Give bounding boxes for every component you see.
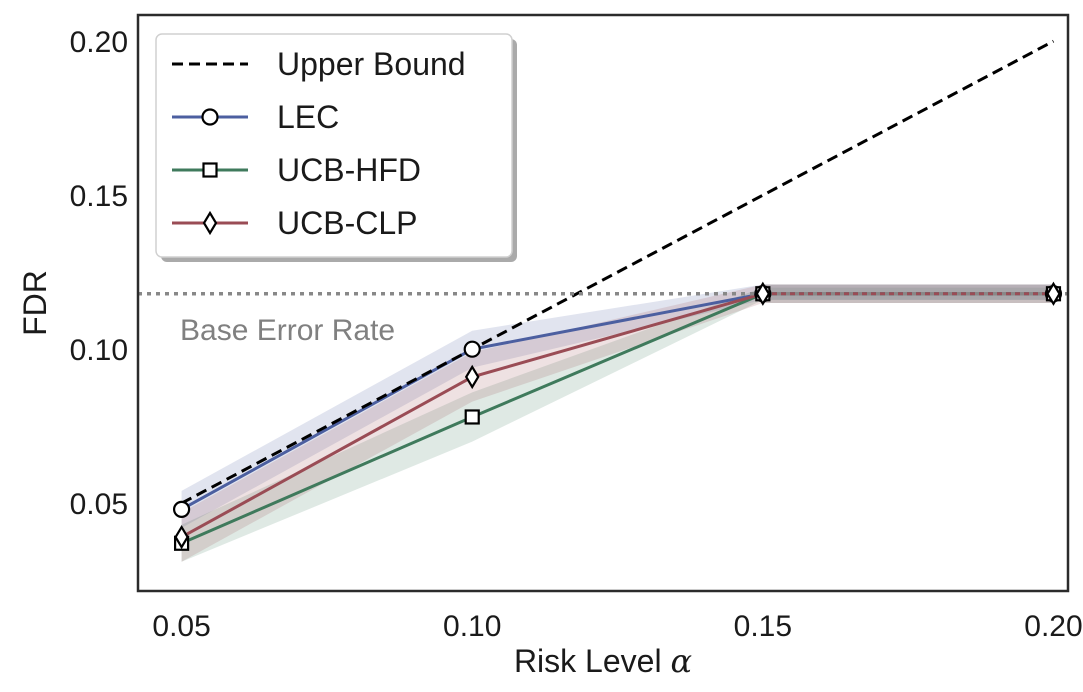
band-ucb-clp — [181, 284, 1054, 562]
marker-ucb-clp-1 — [464, 364, 480, 390]
legend: Upper Bound LEC UCB-HFD UCB-CLP — [155, 33, 517, 262]
marker-ucb-hfd-1 — [464, 409, 480, 425]
marker-lec-0 — [172, 500, 191, 518]
x-tick-label: 0.10 — [443, 610, 501, 643]
y-tick-label: 0.20 — [70, 26, 128, 59]
legend-label-lec: LEC — [277, 99, 339, 135]
x-axis-label: Risk Level α — [514, 642, 692, 680]
marker-ucb-clp-3 — [1046, 281, 1061, 306]
x-tick-label: 0.05 — [152, 610, 210, 643]
legend-marker-lec — [201, 108, 219, 126]
axes: 0.05 0.10 0.15 0.20 0.05 0.10 0.15 0.20 Risk Lev… — [17, 13, 1083, 680]
legend-label-upper-bound: Upper Bound — [277, 46, 466, 82]
line-ucb-clp — [180, 292, 1054, 539]
legend-marker-ucb-clp — [202, 210, 218, 236]
base-error-label: Base Error Rate — [180, 314, 395, 347]
y-tick-label: 0.05 — [70, 488, 128, 521]
plot-frame — [136, 13, 1070, 593]
y-axis-label: FDR — [17, 270, 53, 336]
band-ucb-hfd — [181, 287, 1054, 562]
legend-marker-ucb-hfd — [202, 162, 218, 178]
y-tick-label: 0.10 — [70, 334, 128, 367]
marker-ucb-clp-0 — [174, 524, 189, 550]
legend-label-ucb-hfd: UCB-HFD — [277, 152, 421, 188]
series-lines — [180, 39, 1055, 545]
marker-ucb-clp-2 — [755, 281, 771, 306]
marker-lec-1 — [463, 340, 481, 358]
base-error-line-group: Base Error Rate — [138, 292, 1068, 347]
legend-label-ucb-clp: UCB-CLP — [277, 205, 417, 241]
legend-box — [155, 33, 513, 258]
series-markers — [172, 281, 1063, 551]
x-tick-label: 0.15 — [734, 610, 792, 643]
band-lec — [181, 284, 1054, 528]
x-tick-label: 0.20 — [1024, 610, 1082, 643]
y-tick-label: 0.15 — [70, 180, 128, 213]
line-upper-bound — [180, 39, 1055, 505]
x-axis-label-symbol: α — [670, 642, 692, 680]
